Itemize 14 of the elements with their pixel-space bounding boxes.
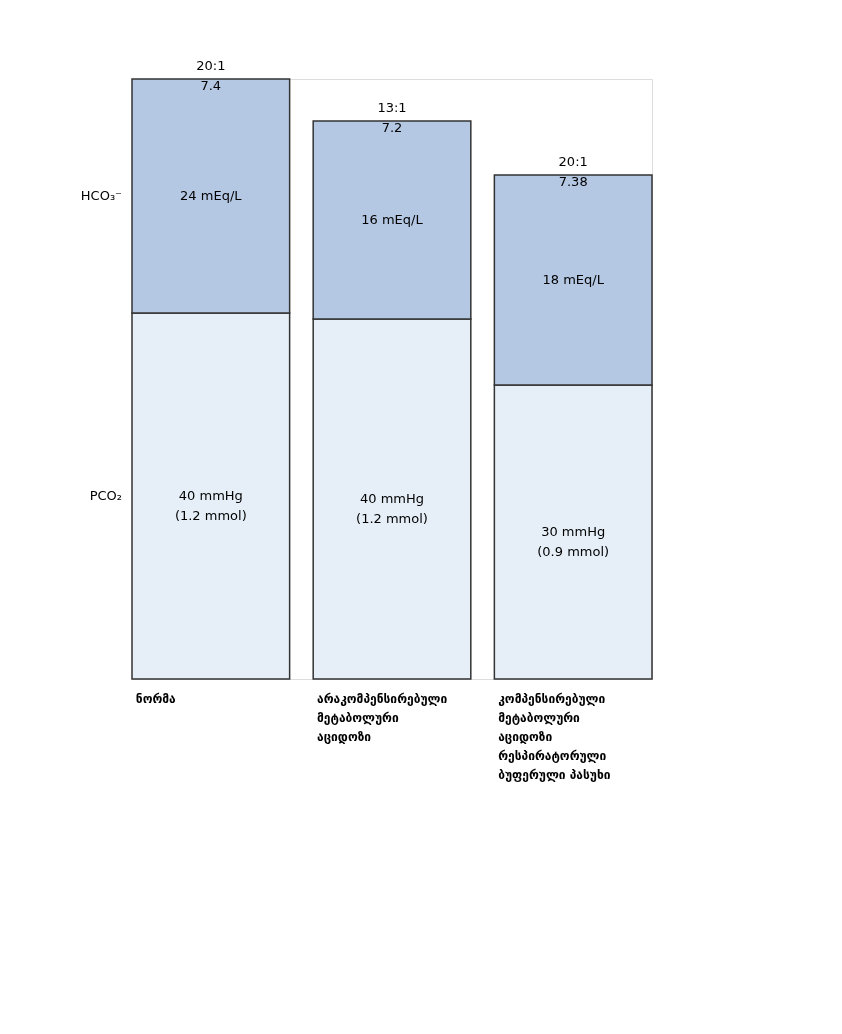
annotation: 30 mmHg (0.9 mmol) xyxy=(537,524,610,559)
x-tick-label: ნორმა xyxy=(135,691,177,706)
annotation: 20:1 7.4 xyxy=(196,58,226,93)
x-tick-label: არაკომპენსირებული მეტაბოლური აციდოზი xyxy=(317,691,448,744)
annotation: 40 mmHg (1.2 mmol) xyxy=(174,488,247,523)
x-tick-label: კომპენსირებული მეტაბოლური აციდოზი რესპირატორული ბუფერული პასუხი xyxy=(498,691,611,782)
annotation: 24 mEq/L xyxy=(180,188,243,203)
annotation: 18 mEq/L xyxy=(542,272,605,287)
series-label: HCO₃⁻ xyxy=(80,188,122,203)
annotation: 20:1 7.38 xyxy=(558,154,588,189)
annotation: 13:1 7.2 xyxy=(377,100,407,135)
annotation: 16 mEq/L xyxy=(361,212,424,227)
series-label: PCO₂ xyxy=(89,488,122,503)
annotation: 40 mmHg (1.2 mmol) xyxy=(356,491,428,526)
